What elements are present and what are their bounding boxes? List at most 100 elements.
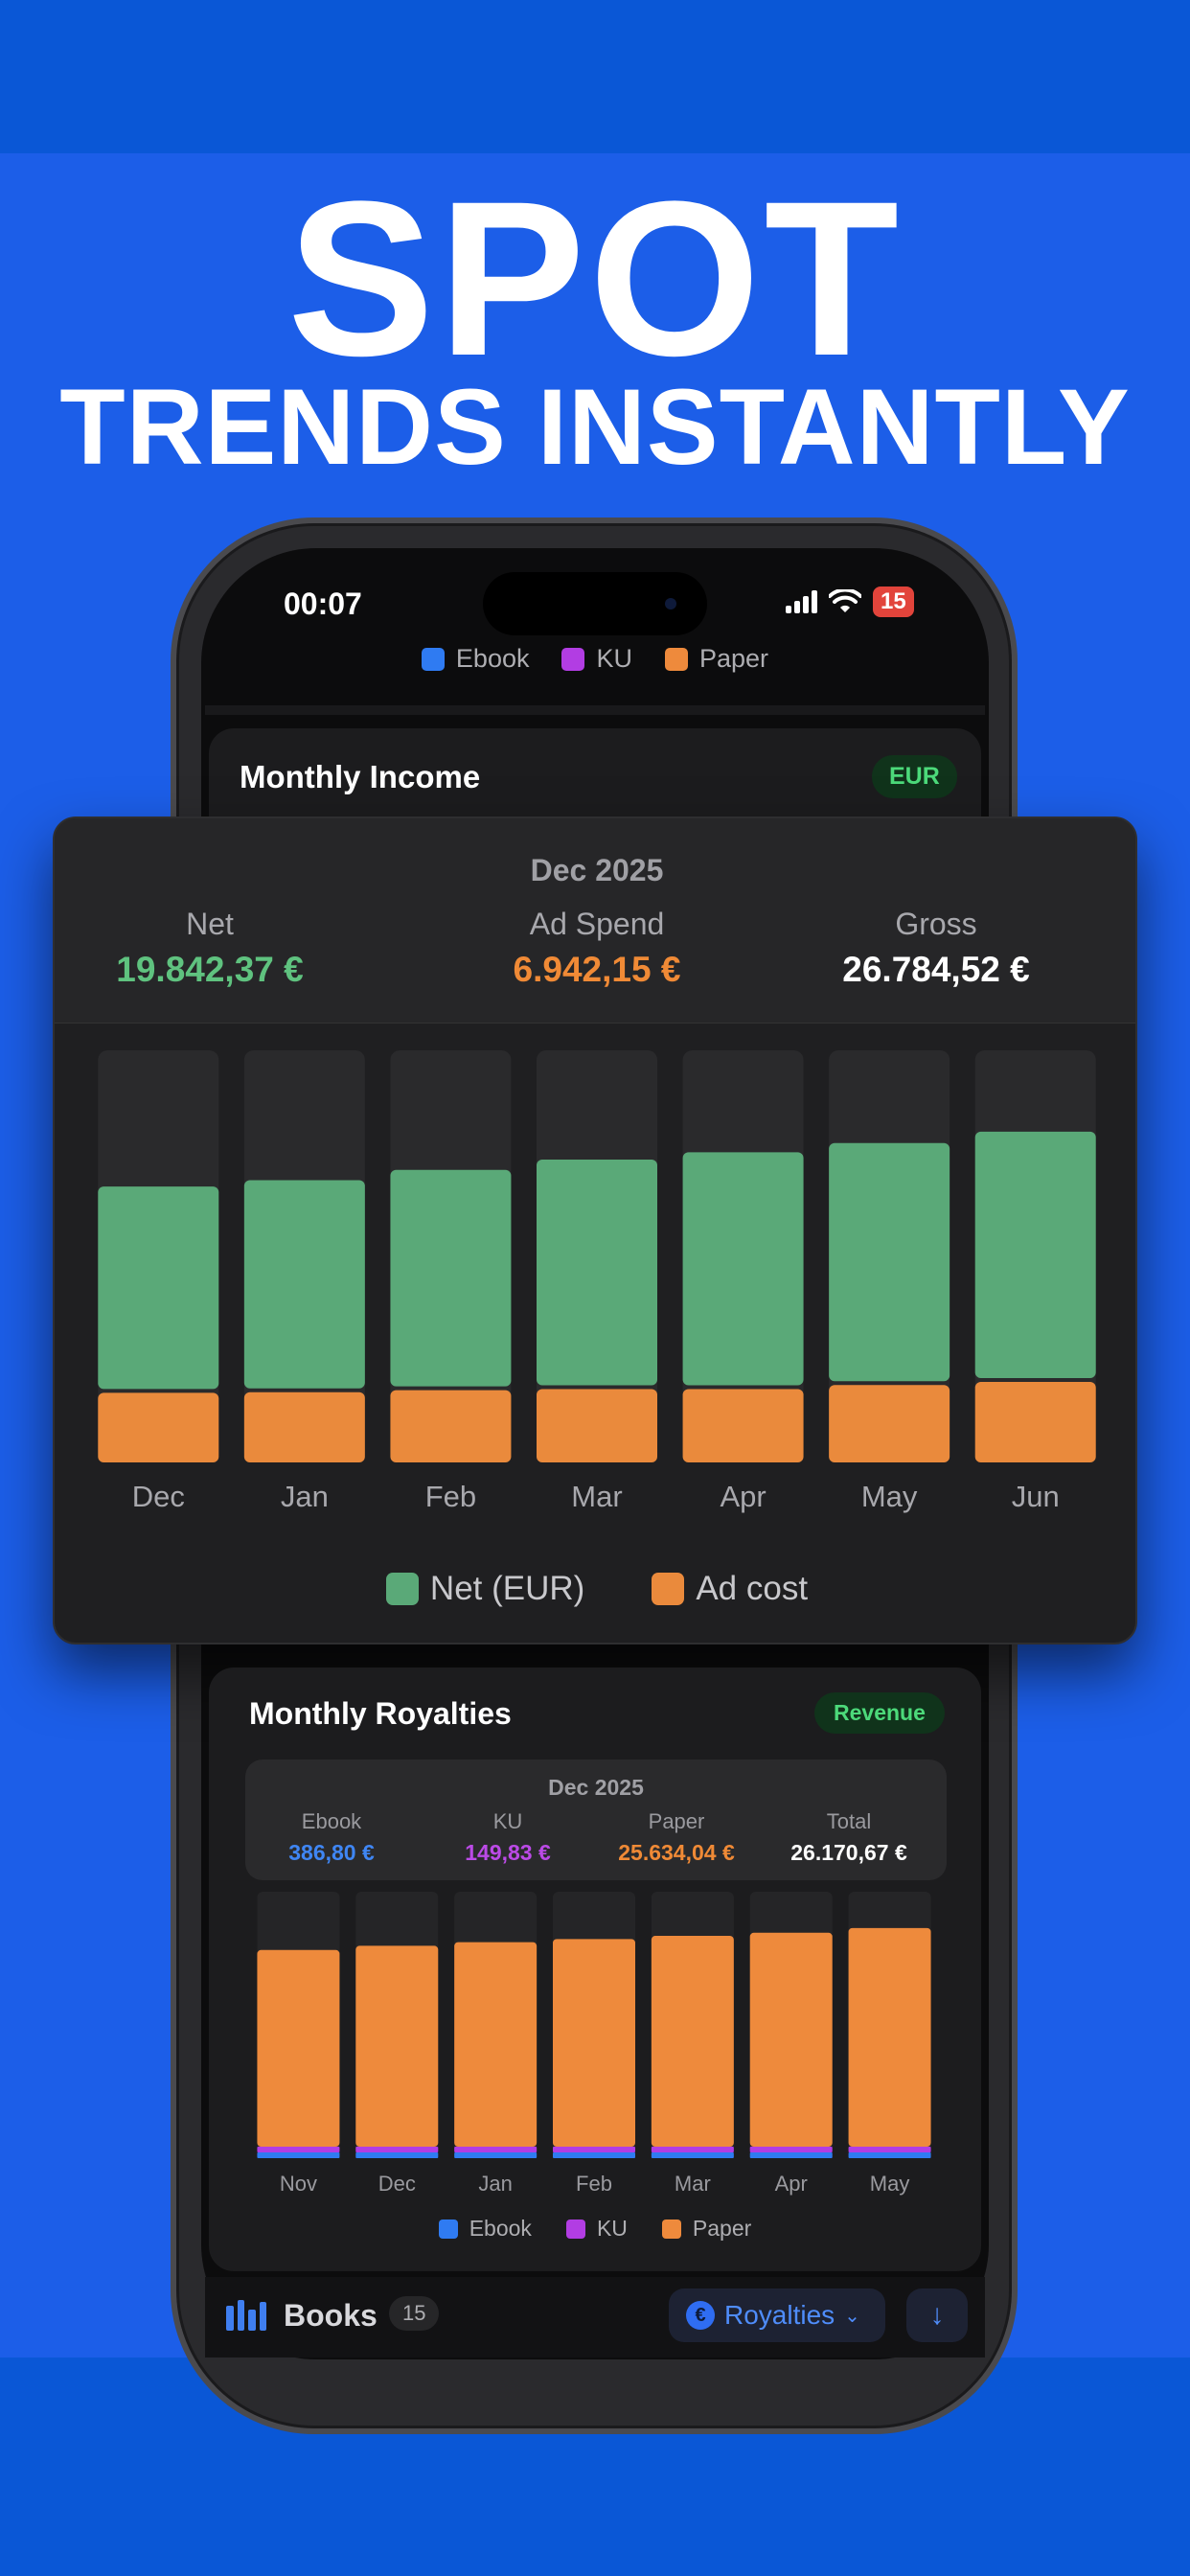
income-card-title: Monthly Income — [240, 759, 481, 794]
ad-cost-bar — [682, 1389, 804, 1462]
ku-bar — [355, 2147, 439, 2152]
section-divider — [205, 705, 985, 715]
royalty-x-tick: Dec — [378, 2172, 416, 2196]
ku-bar — [848, 2147, 931, 2152]
camera-dot — [665, 598, 676, 610]
ebook-swatch — [421, 647, 445, 671]
income-x-tick: Feb — [425, 1480, 476, 1513]
royalties-bar-chart[interactable]: Nov Dec Jan Feb Mar Apr May — [209, 1888, 981, 2204]
paper-bar — [257, 1949, 340, 2147]
royalties-legend: Ebook KU Paper — [0, 2216, 1190, 2242]
paper-stat: Paper 25.634,04 € — [590, 1809, 763, 1866]
net-bar — [390, 1169, 512, 1387]
chevron-down-icon: ⌄ — [844, 2305, 860, 2327]
books-label[interactable]: Books — [284, 2298, 378, 2333]
paper-bar — [848, 1927, 931, 2147]
net-bar — [829, 1142, 950, 1382]
paper-bar — [749, 1932, 833, 2147]
net-label: Net — [186, 907, 234, 941]
headline-spot: SPOT — [286, 155, 904, 402]
royalties-button-label: Royalties — [724, 2300, 835, 2330]
ku-bar — [553, 2147, 635, 2152]
income-x-tick: May — [861, 1480, 918, 1513]
wifi-icon — [829, 589, 861, 612]
paper-bar — [651, 1936, 734, 2147]
ad-cost-bar — [537, 1389, 657, 1462]
income-x-tick: Apr — [720, 1480, 766, 1513]
signal-icon — [786, 590, 817, 613]
income-detail-popup[interactable]: Dec 2025 Net 19.842,37 € Ad Spend 6.942,… — [53, 816, 1137, 1644]
popup-header — [55, 818, 1135, 1024]
ad-cost-bar — [829, 1385, 950, 1462]
ku-bar — [257, 2147, 340, 2152]
paper-swatch — [665, 647, 688, 671]
roy-ku-swatch — [565, 2219, 585, 2239]
euro-icon: € — [686, 2301, 715, 2330]
roy-legend-ebook: Ebook — [438, 2216, 532, 2242]
net-value: 19.842,37 € — [116, 950, 304, 989]
income-x-tick: Jan — [281, 1480, 329, 1513]
currency-badge[interactable]: EUR — [872, 755, 957, 798]
legend-net: Net (EUR) — [385, 1570, 584, 1608]
ebook-bar — [553, 2152, 635, 2158]
royalties-card-title: Monthly Royalties — [249, 1696, 512, 1731]
ebook-bar — [355, 2152, 439, 2158]
net-stat: Net 19.842,37 € — [55, 907, 382, 990]
royalties-date: Dec 2025 — [548, 1775, 644, 1800]
royalty-x-tick: Jan — [478, 2172, 512, 2196]
paper-bar — [454, 1942, 538, 2147]
royalty-x-tick: Feb — [576, 2172, 612, 2196]
ebook-stat: Ebook 386,80 € — [245, 1809, 418, 1866]
battery-icon: 15 — [873, 586, 914, 617]
net-bar — [243, 1180, 365, 1389]
ku-stat: KU 149,83 € — [422, 1809, 594, 1866]
ad-spend-value: 6.942,15 € — [513, 950, 681, 989]
popup-date: Dec 2025 — [530, 853, 664, 887]
total-stat-label: Total — [826, 1809, 872, 1833]
income-x-tick: Jun — [1012, 1480, 1060, 1513]
roy-legend-ku: KU — [565, 2216, 628, 2242]
legend-ebook: Ebook — [421, 644, 529, 674]
ebook-bar — [651, 2152, 734, 2158]
legend-paper: Paper — [665, 644, 768, 674]
roy-legend-paper: Paper — [661, 2216, 751, 2242]
ebook-bar — [454, 2152, 538, 2158]
royalty-x-tick: Nov — [280, 2172, 317, 2196]
ad-cost-bar — [98, 1392, 219, 1462]
ebook-bar — [749, 2152, 833, 2158]
ad-cost-bar — [390, 1390, 512, 1462]
royalty-x-tick: Mar — [675, 2172, 711, 2196]
books-count-badge: 15 — [389, 2296, 440, 2331]
paper-stat-label: Paper — [648, 1809, 705, 1833]
net-bar — [682, 1152, 804, 1386]
ku-stat-value: 149,83 € — [465, 1840, 551, 1865]
roy-paper-swatch — [661, 2219, 681, 2239]
paper-bar — [355, 1945, 439, 2147]
ku-bar — [651, 2147, 734, 2152]
royalties-dropdown-button[interactable]: € Royalties ⌄ — [669, 2288, 885, 2342]
royalties-summary-box — [245, 1760, 947, 1880]
ebook-bar — [848, 2152, 931, 2158]
revenue-badge[interactable]: Revenue — [814, 1692, 945, 1734]
paper-bar — [553, 1939, 635, 2147]
gross-value: 26.784,52 € — [842, 950, 1030, 989]
legend-ku: KU — [561, 644, 632, 674]
headline-trends: TRENDS INSTANTLY — [59, 367, 1131, 487]
download-button[interactable]: ↓ — [906, 2288, 968, 2342]
income-x-tick: Dec — [132, 1480, 185, 1513]
popup-legend: Net (EUR) Ad cost — [55, 1570, 1135, 1608]
net-bar — [537, 1159, 657, 1386]
paper-stat-value: 25.634,04 € — [618, 1840, 735, 1865]
income-bar-chart[interactable]: Dec Jan Feb Mar Apr May Jun — [55, 1024, 1137, 1644]
books-icon[interactable] — [226, 2298, 266, 2331]
roy-ebook-swatch — [438, 2219, 458, 2239]
net-bar — [98, 1186, 219, 1390]
status-time: 00:07 — [284, 586, 362, 621]
legend-ad-cost: Ad cost — [652, 1570, 808, 1608]
ku-bar — [749, 2147, 833, 2152]
royalty-x-tick: May — [870, 2172, 910, 2196]
ad-cost-bar — [974, 1382, 1096, 1462]
ad-spend-stat: Ad Spend 6.942,15 € — [424, 907, 769, 990]
total-stat: Total 26.170,67 € — [763, 1809, 935, 1866]
ad-cost-swatch — [652, 1573, 685, 1605]
